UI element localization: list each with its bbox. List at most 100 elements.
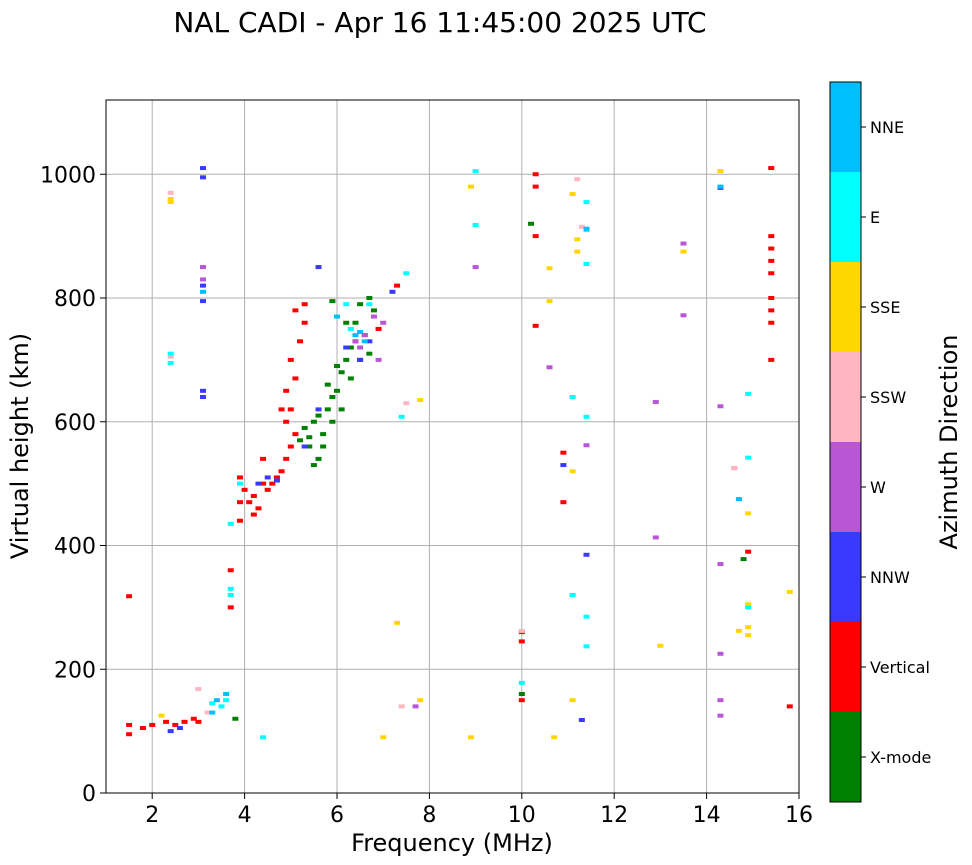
point-x-mode xyxy=(518,692,525,696)
point-w xyxy=(200,277,207,282)
point-w xyxy=(361,333,368,338)
point-vertical xyxy=(278,407,285,412)
point-vertical xyxy=(260,481,267,486)
point-nne xyxy=(334,314,340,319)
colorbar-tick-label: NNW xyxy=(870,568,910,587)
point-w xyxy=(717,651,724,656)
colorbar: X-mode Vertical NNW W SSW SSE E NNE xyxy=(829,81,931,803)
colorbar-segment xyxy=(830,622,861,712)
point-x-mode xyxy=(334,364,340,369)
point-vertical xyxy=(532,323,539,328)
point-ssw xyxy=(403,401,410,406)
point-w xyxy=(717,698,724,703)
point-e xyxy=(583,200,590,205)
point-sse xyxy=(551,735,558,740)
point-nnw xyxy=(200,166,207,171)
point-sse xyxy=(735,628,742,633)
colorbar-segment xyxy=(830,262,861,352)
point-vertical xyxy=(250,512,257,517)
point-vertical xyxy=(126,722,133,727)
point-vertical xyxy=(273,475,280,480)
point-x-mode xyxy=(329,395,336,399)
point-w xyxy=(352,339,359,344)
point-x-mode xyxy=(329,419,336,424)
point-x-mode xyxy=(347,376,354,381)
point-e xyxy=(745,605,752,610)
colorbar-segment xyxy=(830,172,861,262)
point-vertical xyxy=(745,549,752,554)
point-nne xyxy=(200,289,207,294)
point-e xyxy=(518,680,525,685)
point-vertical xyxy=(172,722,179,727)
point-e xyxy=(745,391,752,396)
point-nnw xyxy=(176,726,183,731)
point-x-mode xyxy=(528,221,535,226)
point-nnw xyxy=(578,717,585,722)
colorbar-tick-label: Vertical xyxy=(870,658,930,677)
point-ssw xyxy=(398,704,405,709)
point-sse xyxy=(717,169,724,174)
point-nne xyxy=(357,330,364,335)
point-nne xyxy=(361,339,368,344)
x-axis-ticks: 2 4 6 8 10 12 14 16 xyxy=(145,793,813,828)
y-axis-label: Virtual height (km) xyxy=(6,333,34,559)
point-vertical xyxy=(768,271,775,276)
point-vertical xyxy=(227,568,234,573)
point-nnw xyxy=(357,357,364,362)
point-vertical xyxy=(163,719,170,724)
point-x-mode xyxy=(329,299,336,304)
point-sse xyxy=(467,184,474,189)
point-e xyxy=(583,644,590,649)
point-w xyxy=(200,265,207,270)
point-x-mode xyxy=(315,456,322,461)
point-sse xyxy=(417,398,424,403)
point-vertical xyxy=(292,376,299,381)
colorbar-segment xyxy=(830,712,861,802)
point-nnw xyxy=(167,729,174,734)
point-vertical xyxy=(768,246,775,251)
point-vertical xyxy=(301,302,308,307)
point-e xyxy=(223,698,230,703)
point-e xyxy=(745,455,752,460)
point-nnw xyxy=(200,388,207,393)
point-e xyxy=(218,704,225,709)
point-sse xyxy=(745,633,752,638)
point-nne xyxy=(209,710,216,715)
point-vertical xyxy=(260,456,267,461)
point-vertical xyxy=(287,357,294,362)
point-e xyxy=(343,302,350,307)
point-vertical xyxy=(149,722,156,727)
point-vertical xyxy=(236,500,243,505)
point-vertical xyxy=(236,475,243,480)
point-w xyxy=(375,357,382,362)
point-sse xyxy=(569,192,576,197)
point-vertical xyxy=(126,732,133,737)
point-x-mode xyxy=(343,357,350,362)
point-sse xyxy=(380,735,387,740)
point-vertical xyxy=(532,184,539,189)
point-ssw xyxy=(731,466,738,471)
point-vertical xyxy=(768,357,775,362)
point-ssw xyxy=(204,710,211,715)
point-vertical xyxy=(292,432,299,437)
point-e xyxy=(227,593,234,597)
point-ssw xyxy=(167,354,174,359)
point-x-mode xyxy=(357,302,364,307)
point-w xyxy=(680,241,687,246)
point-x-mode xyxy=(310,463,317,468)
point-nne xyxy=(735,497,742,502)
point-w xyxy=(357,345,364,350)
point-vertical xyxy=(768,320,775,325)
point-nne xyxy=(583,226,590,231)
point-nnw xyxy=(560,463,567,468)
point-vertical xyxy=(786,704,793,709)
point-vertical xyxy=(283,456,290,461)
x-tick-label: 2 xyxy=(145,803,159,828)
point-e xyxy=(569,593,576,597)
point-sse xyxy=(574,237,581,242)
point-nnw xyxy=(264,475,271,480)
plot-frame xyxy=(105,99,800,794)
point-sse xyxy=(574,249,581,254)
point-nnw xyxy=(343,345,350,350)
